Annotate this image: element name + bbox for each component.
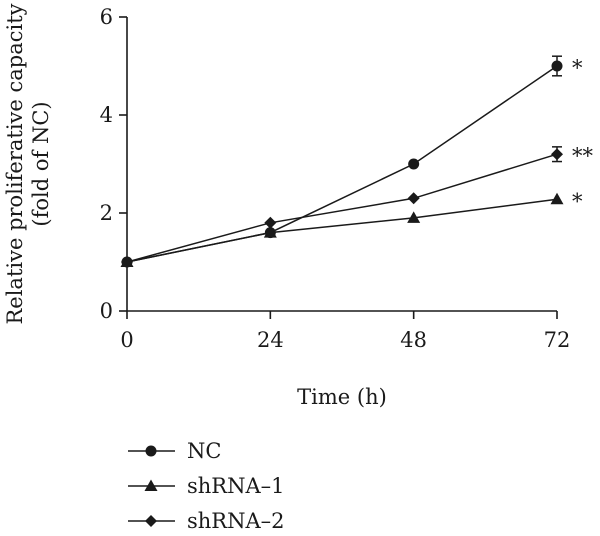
series-line <box>126 153 558 263</box>
data-point <box>407 192 420 205</box>
x-tick-label: 24 <box>257 328 284 352</box>
significance-label: * <box>572 56 583 80</box>
legend-marker <box>145 515 157 527</box>
data-point <box>408 158 420 170</box>
data-point <box>551 60 563 72</box>
x-tick-label: 48 <box>400 328 427 352</box>
y-axis-label-line-2: (fold of NC) <box>29 101 53 226</box>
y-tick-label: 4 <box>100 103 113 127</box>
legend-marker <box>144 479 158 491</box>
legend-item-1: shRNA–1 <box>128 474 285 498</box>
data-point <box>264 216 277 229</box>
legend-item-2: shRNA–2 <box>128 509 285 533</box>
series-2: ** <box>121 144 594 268</box>
series-layer: **** <box>120 55 594 268</box>
y-axis-label-line-1: Relative proliferative capacity <box>3 3 27 324</box>
data-point <box>121 256 133 268</box>
legend-label: shRNA–1 <box>187 474 285 498</box>
y-axis-label: Relative proliferative capacity (fold of… <box>3 3 53 324</box>
data-point <box>263 226 277 238</box>
data-point <box>550 192 564 205</box>
y-tick-label: 6 <box>100 5 113 29</box>
y-tick-label: 0 <box>100 299 113 323</box>
x-tick-label: 0 <box>120 328 133 352</box>
legend-marker <box>145 445 157 457</box>
legend-label: shRNA–2 <box>187 509 285 533</box>
x-axis-label: Time (h) <box>297 385 387 409</box>
series-0: * <box>121 55 583 268</box>
x-tick-label: 72 <box>544 328 571 352</box>
legend: NC shRNA–1 shRNA–2 <box>128 439 285 533</box>
data-point <box>407 211 421 223</box>
significance-label: ** <box>572 144 594 168</box>
series-1: * <box>120 189 583 267</box>
significance-label: * <box>572 189 583 213</box>
data-point <box>551 148 563 161</box>
legend-item-0: NC <box>128 439 221 463</box>
series-line <box>126 198 558 263</box>
series-line <box>126 65 558 263</box>
y-tick-label: 2 <box>100 201 113 225</box>
legend-label: NC <box>187 439 221 463</box>
